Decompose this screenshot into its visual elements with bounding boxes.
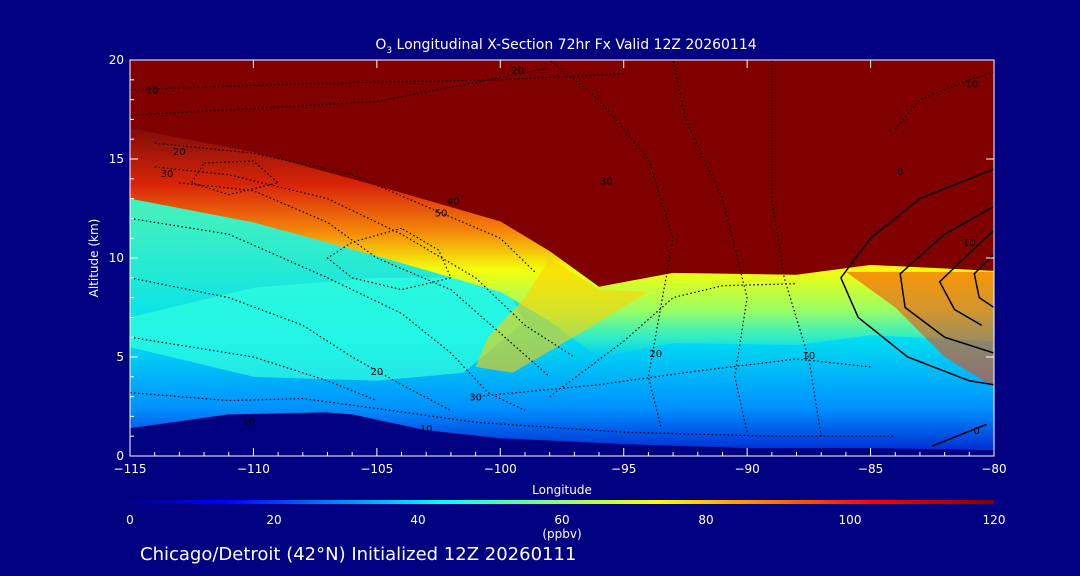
contour-label: 20 [173,147,186,158]
low-ozone-tongue [130,277,525,381]
dotted-contour [130,73,624,91]
contour-label: 10 [242,416,255,427]
contour-label: 10 [420,424,433,435]
footer-caption: Chicago/Detroit (42°N) Initialized 12Z 2… [140,544,576,565]
dotted-contour [326,227,452,291]
contour-label: 0 [974,426,980,437]
y-tick-label: 0 [116,449,124,463]
contour-label: 10 [965,80,978,91]
solid-contour [899,205,994,354]
dotted-contour [154,142,536,273]
dotted-contour [130,67,550,116]
contour-label: 20 [371,367,384,378]
y-axis: 0 5 10 15 20 [109,53,994,463]
dotted-contour [130,277,452,412]
y-axis-label: Altitude (km) [87,219,101,298]
contour-label: 30 [469,393,482,404]
colorbar-tick-label: 80 [698,513,713,527]
x-tick-label: −100 [484,462,517,476]
tropopause-gradient-band [130,127,994,357]
stratosphere-field [130,60,994,287]
contour-label: 10 [803,351,816,362]
solid-contour [840,168,994,386]
surface-terrain [130,412,994,456]
colorbar-tick-label: 20 [266,513,281,527]
x-axis: −115 −110 −105 −100 −95 −90 −85 −80 [114,60,1007,476]
eastern-high-ozone [845,271,994,387]
contour-label: 20 [649,349,662,360]
x-tick-label: −115 [114,462,147,476]
stratospheric-intrusion [475,258,649,373]
x-tick-label: −80 [981,462,1006,476]
dotted-contour [771,60,822,437]
colorbar-tick-label: 40 [410,513,425,527]
x-axis-label: Longitude [532,483,592,497]
x-tick-label: −90 [734,462,759,476]
y-tick-label: 10 [109,251,124,265]
dotted-contour [672,60,748,433]
contour-label: 20 [511,66,524,77]
contour-label: 0 [897,167,903,178]
chart-title: O3 Longitudinal X-Section 72hr Fx Valid … [375,37,756,56]
y-tick-label: 15 [109,152,124,166]
colorbar-tick-label: 120 [983,513,1006,527]
contour-label: 10 [146,86,159,97]
colorbar-ramp [130,500,994,504]
contour-label: 30 [161,169,174,180]
solid-contour [932,423,987,447]
x-tick-label: −85 [858,462,883,476]
dotted-contour [130,336,378,402]
y-tick-label: 5 [116,350,124,364]
contour-label: 40 [447,197,460,208]
x-tick-label: −105 [360,462,393,476]
ozone-contours [130,60,994,447]
solid-contour [973,253,994,309]
dotted-contour [154,166,575,358]
colorbar-tick-label: 100 [839,513,862,527]
solid-contour [938,229,994,326]
colorbar-tick-label: 60 [554,513,569,527]
x-tick-label: −110 [237,462,270,476]
contour-label: 30 [600,177,613,188]
colorbar-tick-label: 0 [126,513,134,527]
y-tick-label: 20 [109,53,124,67]
colorbar-units: (ppbv) [542,527,581,541]
dotted-contour [549,60,674,427]
dotted-contour [894,71,994,130]
colorbar: 0 20 40 60 80 100 120 (ppbv) [126,500,1005,541]
contour-label: 50 [435,208,448,219]
contour-label: 10 [963,238,976,249]
dotted-contour [190,160,280,196]
x-tick-label: −95 [611,462,636,476]
